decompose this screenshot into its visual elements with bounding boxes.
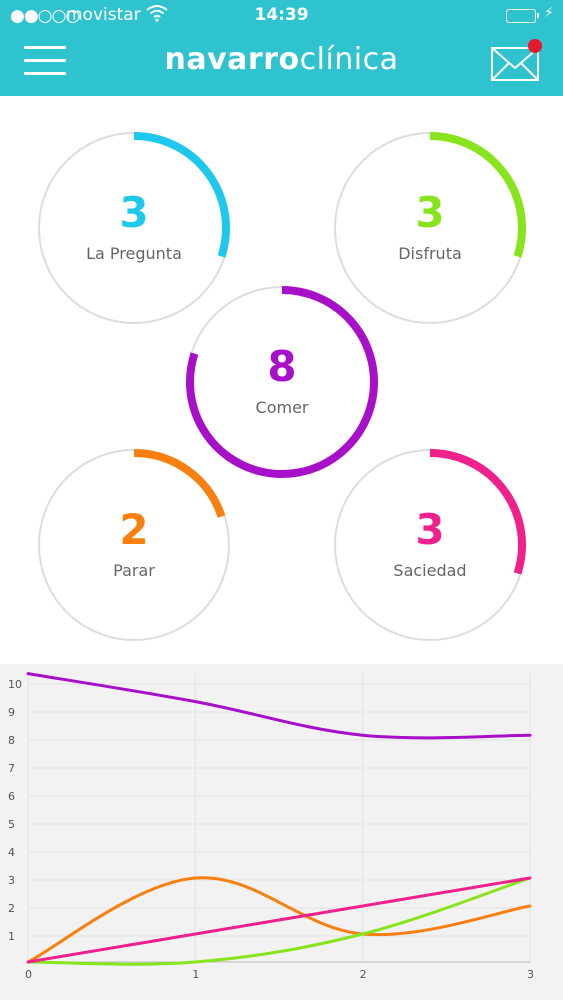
progress-ring xyxy=(38,132,230,324)
series-line-3 xyxy=(26,876,532,964)
metric-label: Saciedad xyxy=(393,561,467,580)
carrier-name: movistar xyxy=(66,5,141,25)
metric-label: Comer xyxy=(255,398,309,417)
wifi-icon xyxy=(146,4,168,27)
y-tick-label: 10 xyxy=(8,678,22,691)
metric-value: 3 xyxy=(415,505,445,554)
x-tick-label: 2 xyxy=(360,968,367,981)
y-tick-label: 3 xyxy=(8,874,15,887)
y-tick-label: 5 xyxy=(8,818,15,831)
battery-icon xyxy=(506,9,539,23)
signal-strength: ●●○○○ xyxy=(10,6,80,26)
progress-arc xyxy=(429,449,526,575)
metric-la-pregunta[interactable]: 3 La Pregunta xyxy=(36,130,232,326)
progress-arc xyxy=(133,449,226,518)
logo-suffix: clínica xyxy=(299,42,399,77)
metric-value: 8 xyxy=(267,342,297,391)
x-tick-label: 0 xyxy=(25,968,32,981)
progress-arc xyxy=(186,286,378,478)
progress-ring xyxy=(334,449,526,641)
y-tick-label: 8 xyxy=(8,734,15,747)
metric-parar[interactable]: 2 Parar xyxy=(36,447,232,643)
metric-label: Disfruta xyxy=(398,244,462,263)
y-tick-label: 9 xyxy=(8,706,15,719)
progress-ring xyxy=(186,286,378,478)
x-tick-label: 3 xyxy=(527,968,534,981)
envelope-icon[interactable] xyxy=(490,42,542,82)
clock: 14:39 xyxy=(254,5,309,25)
x-tick-label: 1 xyxy=(192,968,199,981)
metric-value: 3 xyxy=(415,188,445,237)
y-tick-label: 2 xyxy=(8,902,15,915)
progress-chart: 10 9 8 7 6 5 4 3 2 1 0 1 2 3 xyxy=(0,664,563,1000)
progress-arc xyxy=(429,132,526,258)
y-tick-label: 4 xyxy=(8,846,15,859)
metric-value: 2 xyxy=(119,505,149,554)
metric-comer[interactable]: 8 Comer xyxy=(184,284,380,480)
series-line-0 xyxy=(26,672,532,740)
metric-saciedad[interactable]: 3 Saciedad xyxy=(332,447,528,643)
series-line-2 xyxy=(26,876,532,966)
app-header: ●●○○○ movistar 14:39 ⚡ navarroclínica xyxy=(0,0,563,96)
app-logo: navarroclínica xyxy=(0,42,563,77)
y-tick-label: 1 xyxy=(8,930,15,943)
y-tick-label: 6 xyxy=(8,790,15,803)
series-line-1 xyxy=(26,876,532,964)
metric-value: 3 xyxy=(119,188,149,237)
metric-label: Parar xyxy=(113,561,155,580)
metric-label: La Pregunta xyxy=(86,244,182,263)
metric-disfruta[interactable]: 3 Disfruta xyxy=(332,130,528,326)
progress-arc xyxy=(133,132,230,258)
notification-badge xyxy=(528,39,542,53)
status-bar: ●●○○○ movistar 14:39 ⚡ xyxy=(0,0,563,32)
progress-ring xyxy=(334,132,526,324)
y-tick-label: 7 xyxy=(8,762,15,775)
bolt-icon: ⚡ xyxy=(544,5,554,21)
hamburger-menu-icon[interactable] xyxy=(24,46,66,76)
progress-ring xyxy=(38,449,230,641)
logo-brand: navarro xyxy=(164,42,300,77)
